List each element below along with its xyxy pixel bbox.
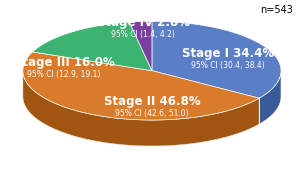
Text: 95% CI (42.6, 51.0): 95% CI (42.6, 51.0)	[115, 109, 189, 118]
Text: Stage III 16.0%: Stage III 16.0%	[14, 55, 114, 68]
Text: 95% CI (12.9, 19.1): 95% CI (12.9, 19.1)	[27, 70, 100, 79]
Polygon shape	[129, 21, 152, 71]
Text: Stage I 34.4%: Stage I 34.4%	[182, 47, 274, 60]
Polygon shape	[23, 52, 259, 120]
Ellipse shape	[23, 47, 281, 146]
Text: n=543: n=543	[260, 5, 293, 15]
Polygon shape	[259, 71, 281, 124]
Text: Stage IV 2.8%: Stage IV 2.8%	[97, 16, 190, 29]
Polygon shape	[23, 71, 259, 146]
Text: 95% CI (1.4, 4.2): 95% CI (1.4, 4.2)	[111, 30, 175, 39]
Polygon shape	[32, 22, 152, 71]
Polygon shape	[152, 21, 281, 98]
Text: Stage II 46.8%: Stage II 46.8%	[103, 95, 200, 108]
Text: 95% CI (30.4, 38.4): 95% CI (30.4, 38.4)	[191, 61, 265, 70]
